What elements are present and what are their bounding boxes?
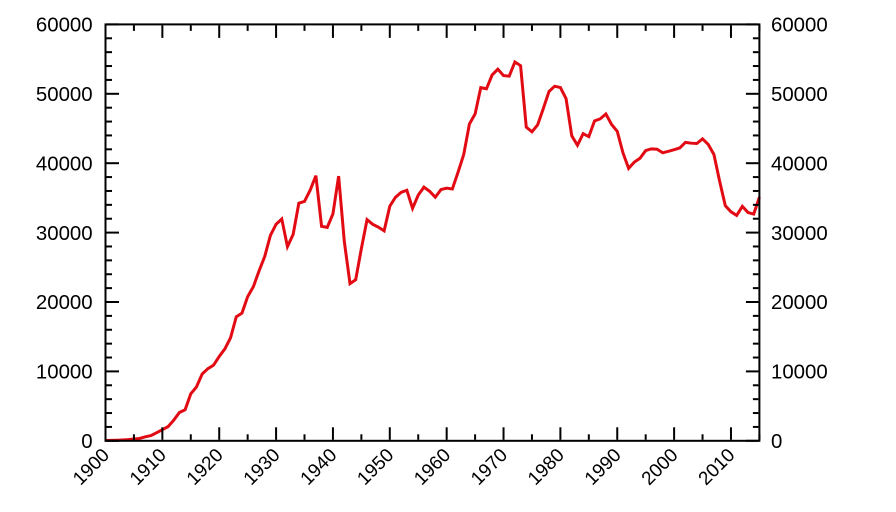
svg-text:50000: 50000 [36, 84, 93, 106]
svg-text:20000: 20000 [36, 292, 93, 314]
svg-text:20000: 20000 [771, 292, 828, 314]
svg-text:10000: 10000 [771, 362, 828, 384]
svg-text:40000: 40000 [36, 153, 93, 175]
svg-text:60000: 60000 [771, 15, 828, 37]
svg-text:0: 0 [81, 431, 92, 453]
svg-text:60000: 60000 [36, 15, 93, 37]
svg-text:10000: 10000 [36, 362, 93, 384]
svg-text:0: 0 [771, 431, 782, 453]
svg-text:50000: 50000 [771, 84, 828, 106]
svg-text:30000: 30000 [36, 223, 93, 245]
svg-text:40000: 40000 [771, 153, 828, 175]
svg-text:30000: 30000 [771, 223, 828, 245]
